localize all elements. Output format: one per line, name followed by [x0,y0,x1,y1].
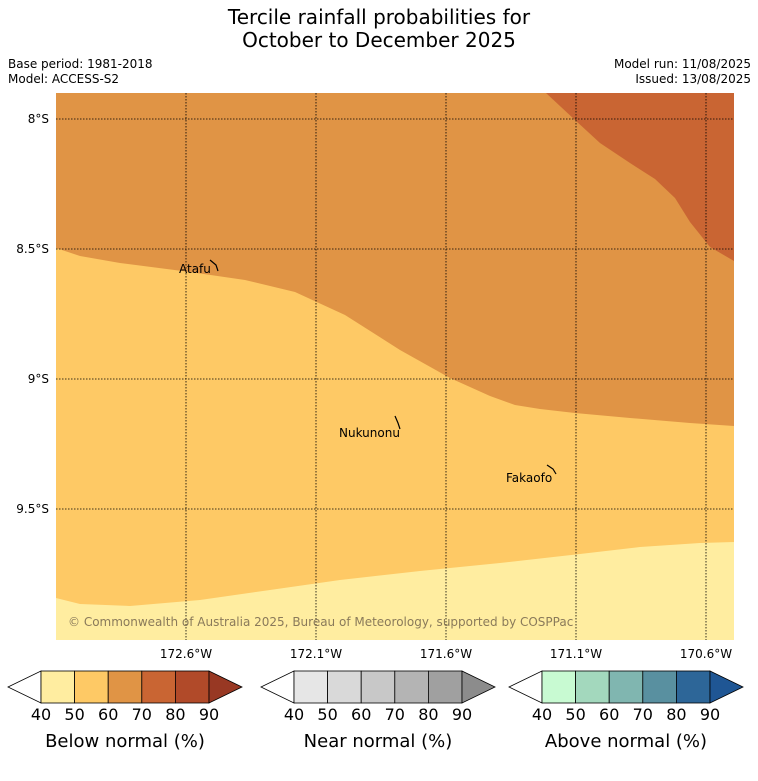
region-below-70-80 [546,93,734,261]
colorbar-tick-label: 70 [385,705,405,724]
colorbar-tick-label: 80 [418,705,438,724]
island-outlines [209,259,557,475]
colorbar-title: Above normal (%) [545,731,707,752]
colorbar-tick-label: 80 [666,705,686,724]
colorbar-title: Near normal (%) [304,731,453,752]
colorbar-tick-label: 80 [165,705,185,724]
colorbar-extend-high [461,670,496,704]
colorbar-tick-label: 40 [31,705,51,724]
colorbar-swatch [541,670,576,704]
colorbar-swatch [608,670,644,704]
colorbar-tick-label: 90 [700,705,720,724]
colorbar-title: Below normal (%) [45,731,205,752]
title-line-1: Tercile rainfall probabilities for [227,5,531,29]
colorbar-swatch [575,670,610,704]
colorbar-swatch [327,670,362,704]
place-label-fakaofo: Fakaofo [506,471,552,485]
lon-label-171-6w: 171.6°W [420,647,472,661]
lat-label-9s: 9°S [28,372,49,386]
colorbar-extend-low [508,670,543,704]
lon-label-170-6w: 170.6°W [680,647,732,661]
model-name: Model: ACCESS-S2 [8,72,120,86]
colorbar-swatch [293,670,328,704]
region-below-60-70 [56,93,734,426]
copyright-notice: © Commonwealth of Australia 2025, Bureau… [68,615,573,629]
meta-right: Model run: 11/08/2025 Issued: 13/08/2025 [614,57,751,87]
colorbar-swatch [107,670,143,704]
lon-label-172-6w: 172.6°W [160,647,212,661]
colorbar-near-normal: 40 50 60 70 80 90 Near normal (%) [260,670,496,752]
colorbar-tick-label: 50 [317,705,337,724]
probability-regions [56,93,734,640]
colorbar-tick-label: 60 [98,705,118,724]
colorbar-tick-label: 60 [599,705,619,724]
meta-left: Base period: 1981-2018 Model: ACCESS-S2 [8,57,153,87]
issued-date: Issued: 13/08/2025 [635,72,751,86]
colorbar-tick-label: 50 [565,705,585,724]
colorbar-below-normal: 40 50 60 70 80 90 Below normal (%) [7,670,243,752]
title-line-2: October to December 2025 [242,28,516,52]
colorbar-tick-label: 70 [633,705,653,724]
lat-label-8s: 8°S [28,112,49,126]
colorbar-extend-high [208,670,243,704]
colorbar-swatch [642,670,677,704]
lat-label-8-5s: 8.5°S [16,242,49,256]
model-run: Model run: 11/08/2025 [613,57,751,71]
atafu-outline [209,259,219,272]
colorbar-extend-low [260,670,295,704]
colorbar-extend-low [7,670,42,704]
lon-label-171-1w: 171.1°W [550,647,602,661]
colorbar-tick-label: 70 [132,705,152,724]
place-label-atafu: Atafu [179,262,211,276]
place-label-nukunonu: Nukunonu [339,426,400,440]
colorbar-swatch [360,670,396,704]
colorbar-extend-high [709,670,744,704]
colorbar-swatch [427,670,463,704]
colorbar-swatch [394,670,429,704]
colorbar-tick-label: 90 [452,705,472,724]
colorbar-tick-label: 40 [532,705,552,724]
colorbar-above-normal: 40 50 60 70 80 90 Above normal (%) [508,670,744,752]
map-title: Tercile rainfall probabilities for Octob… [0,6,758,52]
colorbar-tick-label: 90 [199,705,219,724]
colorbar-swatch [676,670,711,704]
colorbar-tick-label: 40 [284,705,304,724]
base-period: Base period: 1981-2018 [8,57,153,71]
lon-label-172-1w: 172.1°W [290,647,342,661]
colorbar-swatch [174,670,210,704]
colorbar-swatch [141,670,176,704]
colorbar-swatch [74,670,109,704]
lat-label-9-5s: 9.5°S [16,502,49,516]
graticule [56,93,734,640]
colorbar-tick-label: 50 [64,705,84,724]
nukunonu-outline [394,415,401,430]
colorbar-tick-label: 60 [351,705,371,724]
fakaofo-outline [546,464,557,475]
colorbar-swatch [40,670,75,704]
